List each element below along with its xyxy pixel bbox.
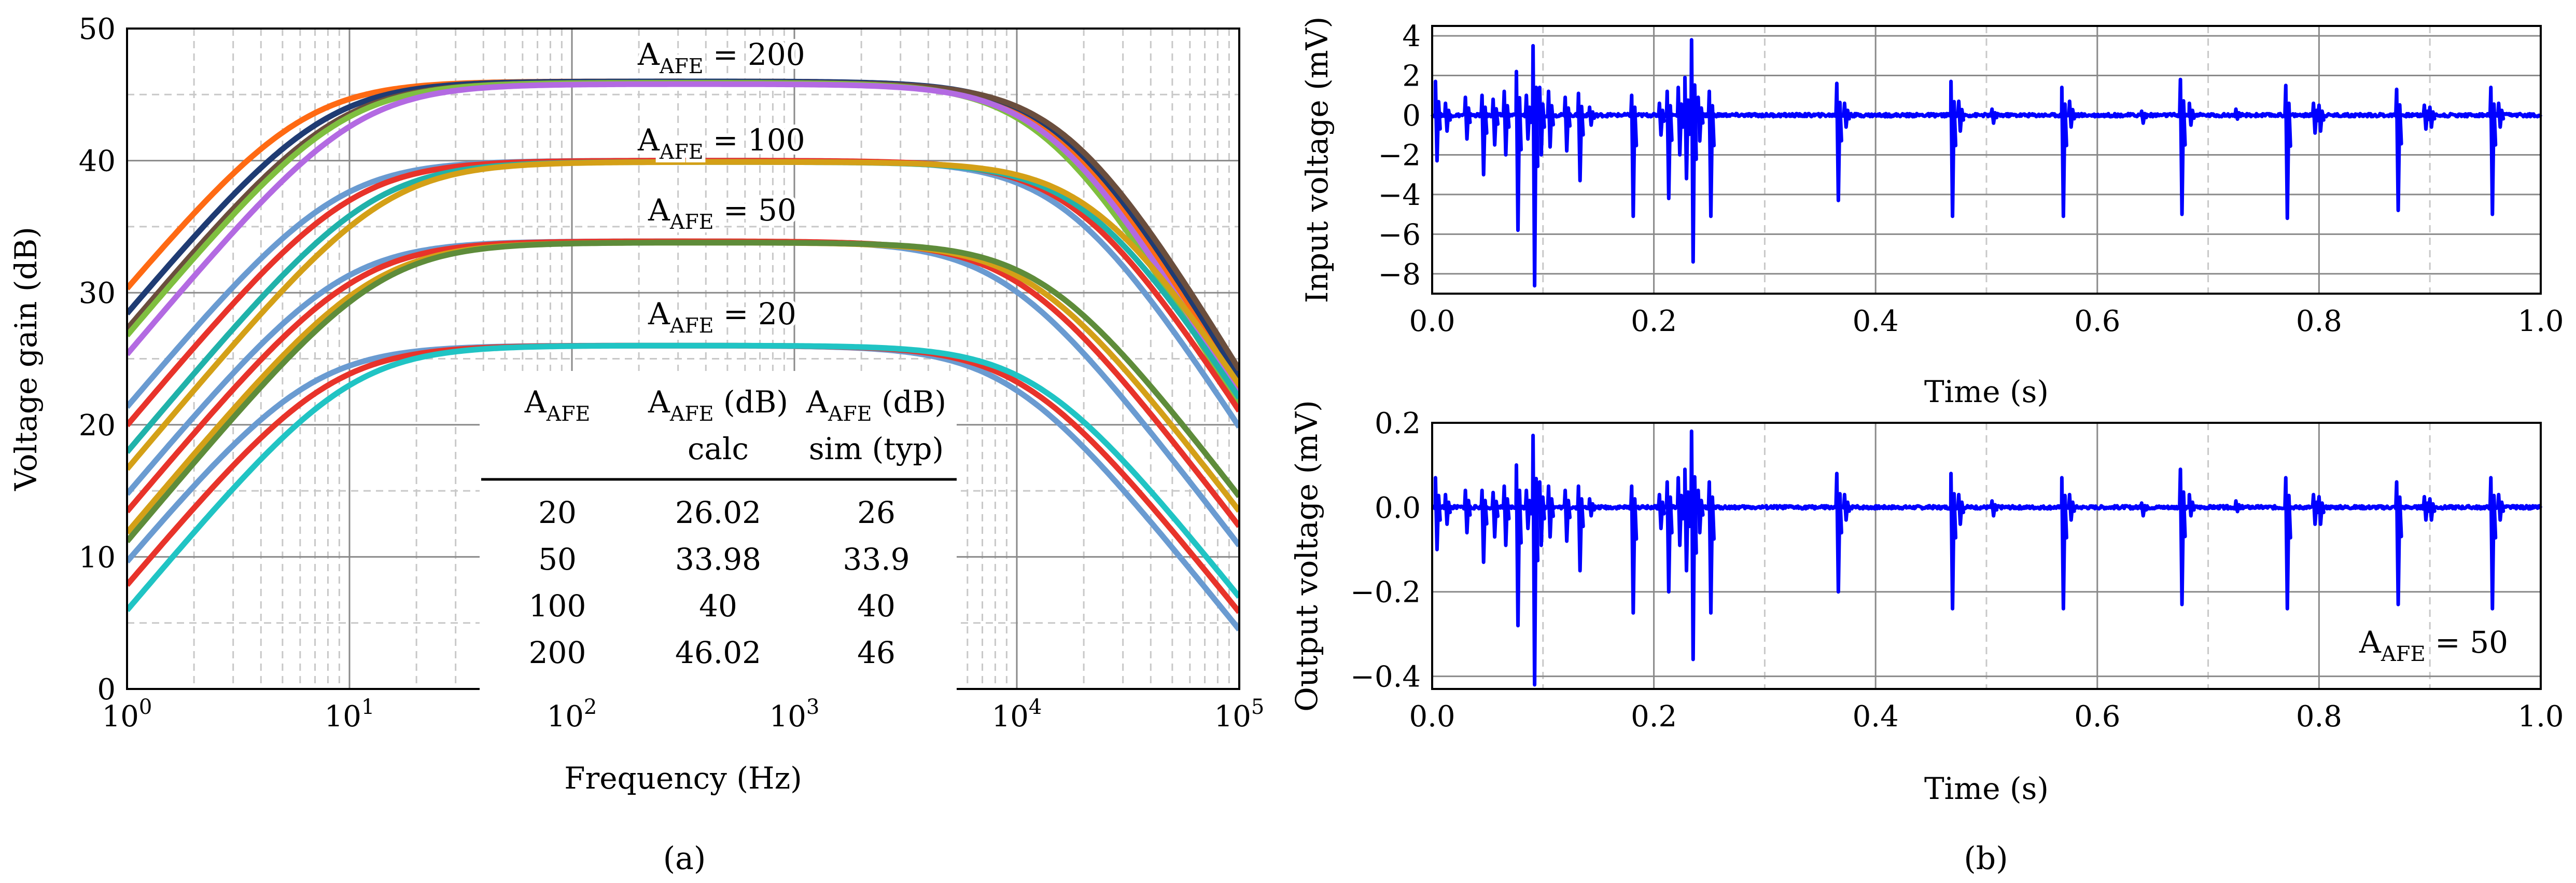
x-tick-label: 1.0 bbox=[2517, 305, 2564, 338]
caption-b: (b) bbox=[1964, 840, 2008, 877]
y-tick-label: 0 bbox=[1402, 99, 1421, 133]
table-cell: 33.98 bbox=[675, 542, 761, 577]
x-tick-label: 100 bbox=[102, 695, 152, 734]
y-tick-label: 0.0 bbox=[1375, 491, 1421, 525]
y-tick-label: −4 bbox=[1378, 178, 1421, 212]
panel-b-input-voltage-chart: 4 2 0 −2 −4 −6 −8 0.0 0.2 0.4 0.6 0.8 1.0 Time (s) I… bbox=[1299, 17, 2564, 409]
table-header: AAFE bbox=[524, 384, 591, 426]
x-tick-label: 1.0 bbox=[2517, 700, 2564, 734]
gain-curve bbox=[127, 240, 1239, 544]
caption-a: (a) bbox=[663, 840, 706, 877]
panel-b-bottom-ticks: 0.2 0.0 −0.2 −0.4 0.0 0.2 0.4 0.6 0.8 1.0 bbox=[1350, 407, 2564, 734]
y-tick-label: 30 bbox=[79, 277, 116, 310]
panel-a-curves bbox=[127, 78, 1239, 632]
x-tick-label: 102 bbox=[547, 695, 597, 734]
table-cell: 50 bbox=[538, 542, 577, 577]
table-cell: 200 bbox=[529, 635, 586, 670]
table-cell: 26 bbox=[857, 495, 895, 530]
y-tick-label: 50 bbox=[79, 12, 116, 46]
y-tick-label: 20 bbox=[79, 409, 116, 443]
panel-b-top-trace bbox=[1430, 38, 2543, 288]
panel-b-top-y-axis-label: Input voltage (mV) bbox=[1299, 17, 1335, 303]
y-tick-label: 10 bbox=[79, 541, 116, 574]
y-tick-label: 40 bbox=[79, 145, 116, 178]
y-tick-label: 2 bbox=[1402, 60, 1421, 93]
gain-curve bbox=[127, 342, 1239, 612]
table-header-line2: calc bbox=[688, 431, 749, 466]
table-header: AAFE (dB) bbox=[648, 384, 788, 426]
x-tick-label: 0.6 bbox=[2074, 700, 2120, 734]
panel-b-top-x-axis-label: Time (s) bbox=[1924, 374, 2049, 409]
x-tick-label: 0.8 bbox=[2296, 305, 2342, 338]
group-label: AAFE = 100 bbox=[637, 122, 805, 164]
x-tick-label: 0.0 bbox=[1409, 305, 1455, 338]
panel-b-bottom-y-axis-label: Output voltage (mV) bbox=[1289, 400, 1324, 712]
voltage-trace bbox=[1430, 38, 2543, 288]
panel-a-x-axis-label: Frequency (Hz) bbox=[564, 761, 802, 796]
gain-curve bbox=[127, 159, 1239, 471]
group-label: AAFE = 50 bbox=[648, 192, 796, 234]
panel-a-y-axis-label: Voltage gain (dB) bbox=[8, 227, 44, 491]
panel-b-top-ticks: 4 2 0 −2 −4 −6 −8 0.0 0.2 0.4 0.6 0.8 1.0 bbox=[1378, 20, 2564, 338]
x-tick-label: 101 bbox=[325, 695, 375, 734]
x-tick-label: 0.4 bbox=[1853, 305, 1899, 338]
y-tick-label: −0.4 bbox=[1350, 660, 1421, 694]
group-label: AAFE = 20 bbox=[648, 296, 796, 338]
panel-a-gain-chart: 0 10 20 30 40 50 100 101 102 103 104 105 AAFE = 200… bbox=[8, 12, 1264, 796]
table-cell: 26.02 bbox=[675, 495, 761, 530]
table-cell: 33.9 bbox=[843, 542, 909, 577]
table-cell: 100 bbox=[529, 588, 586, 624]
x-tick-label: 0.4 bbox=[1853, 700, 1899, 734]
x-tick-label: 0.2 bbox=[1631, 700, 1677, 734]
y-tick-label: −6 bbox=[1378, 218, 1421, 252]
panel-b-bottom-plot-frame bbox=[1431, 422, 2542, 690]
table-cell: 40 bbox=[699, 588, 737, 624]
x-tick-label: 104 bbox=[992, 695, 1042, 734]
panel-b-output-voltage-chart: 0.2 0.0 −0.2 −0.4 0.0 0.2 0.4 0.6 0.8 1.0 AAFE = … bbox=[1289, 400, 2564, 806]
voltage-trace bbox=[1431, 429, 2543, 687]
panel-b-bottom-x-axis-label: Time (s) bbox=[1924, 771, 2049, 806]
table-background bbox=[480, 371, 957, 693]
table-header: AAFE (dB) bbox=[806, 384, 946, 426]
panel-b-top-plot-frame bbox=[1431, 25, 2542, 295]
panel-a-ticks: 0 10 20 30 40 50 100 101 102 103 104 105 bbox=[79, 12, 1265, 734]
y-tick-label: −2 bbox=[1378, 139, 1421, 172]
panel-b-bottom-annotation: AAFE = 50 bbox=[2359, 625, 2508, 666]
group-label: AAFE = 200 bbox=[637, 37, 805, 78]
x-tick-label: 0.2 bbox=[1631, 305, 1677, 338]
x-tick-label: 0.8 bbox=[2296, 700, 2342, 734]
gain-table: AAFE AAFE (dB) calc AAFE (dB) sim (typ) 20 26.… bbox=[480, 371, 957, 693]
y-tick-label: 0 bbox=[97, 673, 116, 707]
panel-a-group-labels: AAFE = 200 AAFE = 100 AAFE = 50 AAFE = 20 bbox=[634, 33, 809, 341]
panel-b-bottom-trace bbox=[1431, 429, 2543, 687]
y-tick-label: 4 bbox=[1402, 20, 1421, 53]
x-tick-label: 0.0 bbox=[1409, 700, 1455, 734]
table-cell: 46 bbox=[857, 635, 895, 670]
panel-b-top-grid bbox=[1432, 26, 2541, 294]
gain-curve bbox=[127, 81, 1239, 397]
table-cell: 46.02 bbox=[675, 635, 761, 670]
table-header-line2: sim (typ) bbox=[809, 431, 944, 466]
y-tick-label: −8 bbox=[1378, 258, 1421, 292]
table-cell: 40 bbox=[857, 588, 895, 624]
y-tick-label: −0.2 bbox=[1350, 576, 1421, 610]
table-cell: 20 bbox=[538, 495, 577, 530]
x-tick-label: 0.6 bbox=[2074, 305, 2120, 338]
x-tick-label: 103 bbox=[769, 695, 820, 734]
x-tick-label: 105 bbox=[1214, 695, 1265, 734]
y-tick-label: 0.2 bbox=[1375, 407, 1421, 440]
